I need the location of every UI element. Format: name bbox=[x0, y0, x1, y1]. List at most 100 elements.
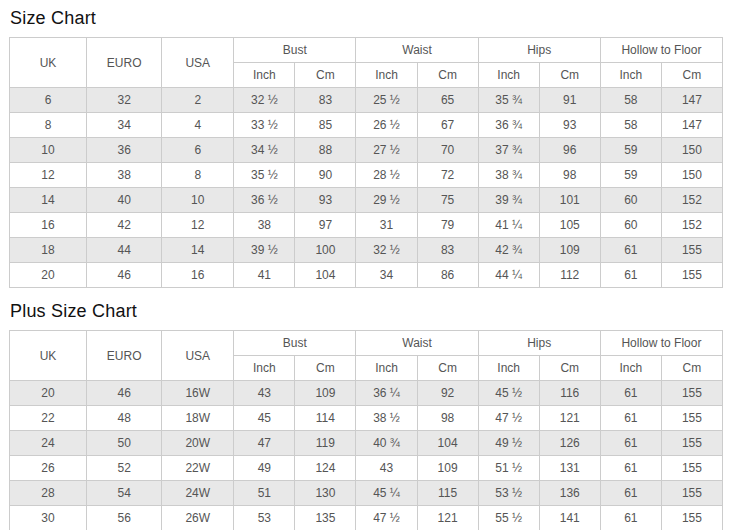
table-cell: 29 ½ bbox=[356, 188, 417, 213]
table-cell: 51 ½ bbox=[478, 456, 539, 481]
table-cell: 58 bbox=[600, 88, 661, 113]
table-cell: 24W bbox=[162, 481, 234, 506]
col-header-euro: EURO bbox=[87, 331, 162, 381]
table-cell: 48 bbox=[87, 406, 162, 431]
table-cell: 22W bbox=[162, 456, 234, 481]
table-cell: 61 bbox=[600, 238, 661, 263]
table-cell: 61 bbox=[600, 381, 661, 406]
table-row: 1642123897317941 ¼10560152 bbox=[10, 213, 723, 238]
table-cell: 116 bbox=[539, 381, 600, 406]
table-cell: 104 bbox=[295, 263, 356, 288]
col-group-bust: Bust bbox=[234, 38, 356, 63]
table-cell: 47 ½ bbox=[356, 506, 417, 530]
table-cell: 14 bbox=[162, 238, 234, 263]
table-cell: 121 bbox=[417, 506, 478, 530]
table-cell: 16 bbox=[10, 213, 87, 238]
table-cell: 59 bbox=[600, 138, 661, 163]
table-cell: 32 bbox=[87, 88, 162, 113]
table-cell: 36 bbox=[87, 138, 162, 163]
table-cell: 61 bbox=[600, 506, 661, 530]
table-cell: 91 bbox=[539, 88, 600, 113]
table-cell: 109 bbox=[417, 456, 478, 481]
table-row: 14401036 ½9329 ½7539 ¾10160152 bbox=[10, 188, 723, 213]
table-cell: 88 bbox=[295, 138, 356, 163]
table-cell: 136 bbox=[539, 481, 600, 506]
table-cell: 24 bbox=[10, 431, 87, 456]
table-cell: 75 bbox=[417, 188, 478, 213]
table-cell: 34 bbox=[87, 113, 162, 138]
table-cell: 121 bbox=[539, 406, 600, 431]
col-header-waist-cm: Cm bbox=[417, 356, 478, 381]
table-cell: 86 bbox=[417, 263, 478, 288]
col-group-waist: Waist bbox=[356, 331, 478, 356]
table-cell: 42 ¾ bbox=[478, 238, 539, 263]
col-header-hollow-cm: Cm bbox=[661, 63, 722, 88]
plus-size-chart-title: Plus Size Chart bbox=[10, 301, 723, 322]
table-cell: 34 bbox=[356, 263, 417, 288]
table-cell: 32 ½ bbox=[234, 88, 295, 113]
col-group-hips: Hips bbox=[478, 331, 600, 356]
table-cell: 34 ½ bbox=[234, 138, 295, 163]
col-header-hips-cm: Cm bbox=[539, 63, 600, 88]
col-header-euro: EURO bbox=[87, 38, 162, 88]
table-cell: 55 ½ bbox=[478, 506, 539, 530]
table-cell: 12 bbox=[10, 163, 87, 188]
col-header-waist-inch: Inch bbox=[356, 63, 417, 88]
table-cell: 38 ¾ bbox=[478, 163, 539, 188]
table-cell: 16W bbox=[162, 381, 234, 406]
table-cell: 27 ½ bbox=[356, 138, 417, 163]
table-cell: 124 bbox=[295, 456, 356, 481]
table-cell: 155 bbox=[661, 263, 722, 288]
table-cell: 38 bbox=[234, 213, 295, 238]
table-cell: 155 bbox=[661, 481, 722, 506]
table-cell: 100 bbox=[295, 238, 356, 263]
col-header-waist-cm: Cm bbox=[417, 63, 478, 88]
table-cell: 92 bbox=[417, 381, 478, 406]
table-cell: 93 bbox=[295, 188, 356, 213]
table-cell: 147 bbox=[661, 113, 722, 138]
table-cell: 43 bbox=[234, 381, 295, 406]
table-cell: 60 bbox=[600, 213, 661, 238]
table-row: 285424W5113045 ¼11553 ½13661155 bbox=[10, 481, 723, 506]
size-chart-table: UK EURO USA Bust Waist Hips Hollow to Fl… bbox=[9, 37, 723, 288]
table-cell: 141 bbox=[539, 506, 600, 530]
size-chart-title: Size Chart bbox=[10, 8, 723, 29]
col-group-hips: Hips bbox=[478, 38, 600, 63]
plus-size-chart-table: UK EURO USA Bust Waist Hips Hollow to Fl… bbox=[9, 330, 723, 530]
table-cell: 46 bbox=[87, 263, 162, 288]
table-cell: 51 bbox=[234, 481, 295, 506]
table-cell: 155 bbox=[661, 238, 722, 263]
col-header-bust-inch: Inch bbox=[234, 356, 295, 381]
header-row-groups: UK EURO USA Bust Waist Hips Hollow to Fl… bbox=[10, 331, 723, 356]
table-cell: 16 bbox=[162, 263, 234, 288]
col-group-bust: Bust bbox=[234, 331, 356, 356]
table-cell: 96 bbox=[539, 138, 600, 163]
col-header-uk: UK bbox=[10, 38, 87, 88]
size-chart-page: Size Chart UK EURO USA Bust Waist Hips H… bbox=[0, 0, 730, 530]
table-cell: 26 ½ bbox=[356, 113, 417, 138]
table-cell: 49 bbox=[234, 456, 295, 481]
table-cell: 98 bbox=[539, 163, 600, 188]
table-cell: 49 ½ bbox=[478, 431, 539, 456]
table-cell: 59 bbox=[600, 163, 661, 188]
table-cell: 109 bbox=[295, 381, 356, 406]
table-cell: 28 bbox=[10, 481, 87, 506]
table-cell: 30 bbox=[10, 506, 87, 530]
table-cell: 35 ½ bbox=[234, 163, 295, 188]
table-cell: 150 bbox=[661, 163, 722, 188]
table-cell: 40 bbox=[87, 188, 162, 213]
table-cell: 32 ½ bbox=[356, 238, 417, 263]
col-header-hips-inch: Inch bbox=[478, 356, 539, 381]
table-cell: 155 bbox=[661, 406, 722, 431]
table-cell: 46 bbox=[87, 381, 162, 406]
table-cell: 105 bbox=[539, 213, 600, 238]
table-row: 204616W4310936 ¼9245 ½11661155 bbox=[10, 381, 723, 406]
table-cell: 2 bbox=[162, 88, 234, 113]
table-cell: 26W bbox=[162, 506, 234, 530]
table-cell: 109 bbox=[539, 238, 600, 263]
table-cell: 53 bbox=[234, 506, 295, 530]
table-cell: 8 bbox=[162, 163, 234, 188]
table-cell: 18 bbox=[10, 238, 87, 263]
table-cell: 42 bbox=[87, 213, 162, 238]
table-cell: 45 bbox=[234, 406, 295, 431]
